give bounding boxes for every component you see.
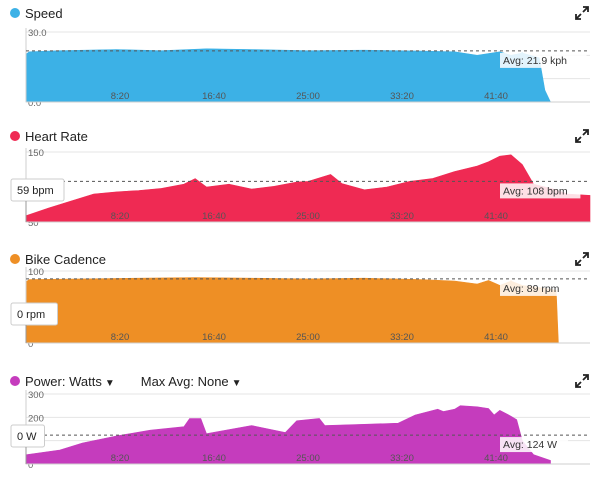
y-tick-label: 100 <box>28 267 44 278</box>
y-tick-label: 300 <box>28 390 44 401</box>
x-tick-label: 41:40 <box>484 332 508 343</box>
power-title: Power: Watts <box>25 373 102 389</box>
x-tick-label: 25:00 <box>296 453 320 464</box>
speed-title: Speed <box>25 5 63 21</box>
heart-rate-legend-dot <box>10 131 20 141</box>
series-area <box>25 48 551 103</box>
heart-rate-panel: Heart Rate 501508:2016:4025:0033:2041:40… <box>0 127 601 227</box>
x-tick-label: 25:00 <box>296 332 320 343</box>
y-tick-label: 0 <box>28 339 33 350</box>
x-tick-label: 33:20 <box>390 453 414 464</box>
x-tick-label: 8:20 <box>111 211 130 222</box>
x-tick-label: 33:20 <box>390 91 414 102</box>
x-tick-label: 33:20 <box>390 332 414 343</box>
average-label: Avg: 21.9 kph <box>503 55 567 67</box>
chevron-down-icon: ▼ <box>231 377 242 389</box>
hover-tooltip-label: 0 rpm <box>17 309 45 321</box>
hover-tooltip-box <box>10 424 45 448</box>
x-tick-label: 16:40 <box>202 453 226 464</box>
x-tick-label: 16:40 <box>202 91 226 102</box>
x-tick-label: 41:40 <box>484 91 508 102</box>
y-tick-label: 150 <box>28 148 44 159</box>
y-tick-label: 200 <box>28 413 44 424</box>
power-metric-dropdown[interactable]: Power: Watts ▼ <box>25 374 115 389</box>
hover-tooltip-label: 59 bpm <box>17 185 54 197</box>
average-label-bg <box>500 52 587 68</box>
y-tick-label: 30.0 <box>28 28 47 39</box>
max-avg-label: Max Avg: None <box>140 373 229 389</box>
power-legend-dot <box>10 376 20 386</box>
average-label-bg <box>500 183 581 199</box>
chevron-down-icon: ▼ <box>104 377 115 389</box>
x-tick-label: 16:40 <box>202 332 226 343</box>
x-tick-label: 41:40 <box>484 453 508 464</box>
expand-icon[interactable] <box>575 129 589 143</box>
expand-icon[interactable] <box>575 6 589 20</box>
x-tick-label: 16:40 <box>202 211 226 222</box>
x-tick-label: 8:20 <box>111 91 130 102</box>
power-header: Power: Watts ▼ Max Avg: None ▼ <box>0 372 601 390</box>
max-avg-dropdown[interactable]: Max Avg: None ▼ <box>141 374 242 389</box>
bike-cadence-chart: 0 100 8:20 16:40 25:00 33:20 41:40 Avg: 89 rpm 0… <box>10 267 590 350</box>
bike-cadence-title: Bike Cadence <box>25 251 106 267</box>
x-tick-label: 25:00 <box>296 211 320 222</box>
speed-panel: Speed 0.010.020.030.08:2016:4025:0033:20… <box>0 4 601 108</box>
bike-cadence-header: Bike Cadence <box>0 250 601 268</box>
hover-tooltip-box <box>10 178 65 202</box>
y-tick-label: 0 <box>28 460 33 471</box>
average-label: Avg: 89 rpm <box>503 283 560 295</box>
average-label-bg <box>500 280 575 296</box>
bike-cadence-legend-dot <box>10 254 20 264</box>
speed-chart: 0.010.020.030.08:2016:4025:0033:2041:40A… <box>25 28 590 108</box>
bike-cadence-panel: Bike Cadence 0 100 8:20 16:40 25:00 33:20 41:4… <box>0 250 601 350</box>
heart-rate-title: Heart Rate <box>25 128 88 144</box>
average-label-bg <box>500 437 568 453</box>
hover-tooltip-box <box>10 302 58 326</box>
hover-tooltip-label: 0 W <box>17 431 37 443</box>
x-tick-label: 33:20 <box>390 211 414 222</box>
x-tick-label: 8:20 <box>111 453 130 464</box>
heart-rate-header: Heart Rate <box>0 127 601 145</box>
y-tick-label: 0.0 <box>28 98 41 108</box>
average-label: Avg: 124 W <box>503 439 557 451</box>
series-area <box>25 405 551 465</box>
x-tick-label: 25:00 <box>296 91 320 102</box>
expand-icon[interactable] <box>575 374 589 388</box>
average-label: Avg: 108 bpm <box>503 185 568 197</box>
x-tick-label: 41:40 <box>484 211 508 222</box>
x-tick-label: 8:20 <box>111 332 130 343</box>
series-area <box>25 277 559 344</box>
expand-icon[interactable] <box>575 252 589 266</box>
speed-legend-dot <box>10 8 20 18</box>
power-panel: Power: Watts▼ Max Avg: None▼ 01002003008… <box>0 372 601 476</box>
speed-header: Speed <box>0 4 601 22</box>
